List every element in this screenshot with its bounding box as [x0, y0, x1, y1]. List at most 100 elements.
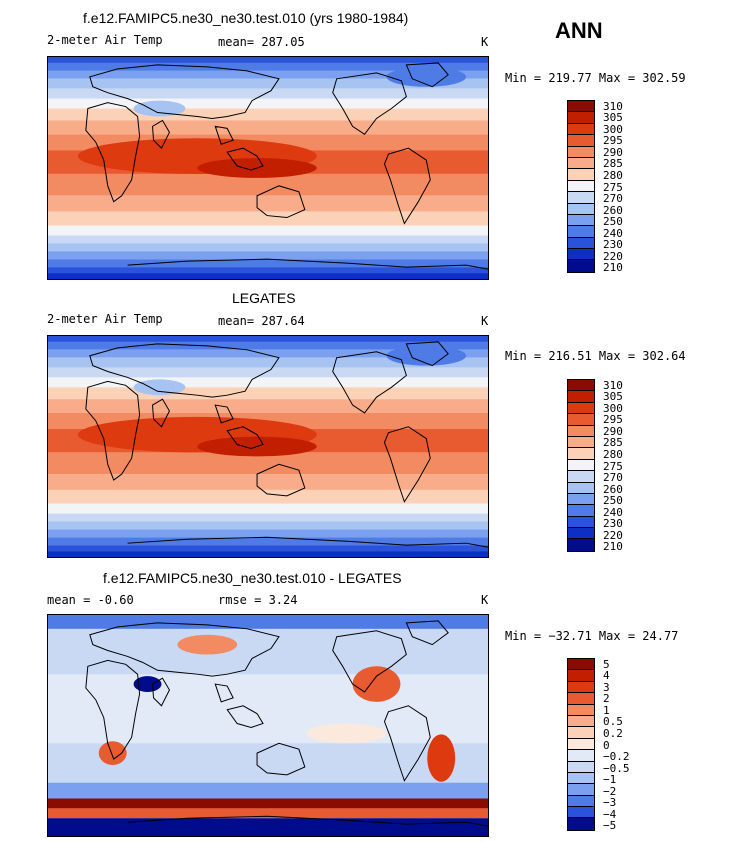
colorbar-tick-label: 305 [603, 390, 623, 404]
panel2-title: LEGATES [232, 290, 296, 306]
colorbar-tick-label: 0.5 [603, 715, 623, 729]
difference-band [48, 818, 488, 836]
colorbar-swatch [568, 101, 594, 113]
temperature-band [48, 452, 488, 475]
temperature-band [48, 377, 488, 388]
colorbar-swatch [568, 123, 594, 136]
coastline [226, 147, 264, 171]
coastline [152, 398, 171, 428]
difference-anomaly [352, 666, 401, 702]
temperature-band [48, 474, 488, 490]
colorbar-swatch [568, 704, 594, 716]
colorbar-swatch [568, 260, 594, 272]
coastline [127, 536, 488, 548]
panel2-units: K [481, 314, 489, 328]
colorbar-tick-label: 250 [603, 494, 623, 508]
temperature-band [48, 529, 488, 538]
coastline [214, 404, 234, 424]
panel2-colorbar [567, 379, 595, 552]
colorbar-tick-label: 280 [603, 168, 623, 182]
difference-anomaly [98, 741, 127, 765]
temperature-band [48, 173, 488, 196]
colorbar-swatch [568, 203, 594, 215]
temperature-band [48, 108, 488, 121]
coastline [383, 147, 431, 225]
coastline [383, 705, 431, 782]
coastline [256, 742, 306, 776]
colorbar-swatch [568, 659, 594, 671]
colorbar-swatch [568, 414, 594, 426]
panel1-variable: 2-meter Air Temp [47, 33, 163, 47]
coastline [332, 351, 407, 414]
temperature-band [48, 243, 488, 252]
colorbar-tick-label: 240 [603, 505, 623, 519]
colorbar-swatch [568, 425, 594, 437]
coastline [256, 185, 306, 219]
temperature-band [48, 336, 488, 342]
temperature-band [48, 251, 488, 260]
colorbar-tick-label: −2 [603, 784, 617, 798]
panel2-minmax: Min = 216.51 Max = 302.64 [505, 349, 686, 363]
temperature-band [48, 357, 488, 368]
panel2-mean: mean= 287.64 [218, 314, 305, 328]
colorbar-swatch [568, 784, 594, 796]
coastline [332, 630, 407, 693]
panel3-map [47, 614, 489, 837]
temperature-band [48, 98, 488, 109]
temperature-band [48, 259, 488, 268]
colorbar-tick-label: 290 [603, 145, 623, 159]
temperature-band [48, 513, 488, 522]
temperature-band [48, 78, 488, 89]
colorbar-swatch [568, 402, 594, 415]
colorbar-swatch [568, 750, 594, 762]
colorbar-swatch [568, 715, 594, 728]
colorbar-swatch [568, 738, 594, 751]
panel3-title: f.e12.FAMIPC5.ne30_ne30.test.010 - LEGAT… [103, 570, 402, 586]
colorbar-tick-label: 260 [603, 482, 623, 496]
colorbar-swatch [568, 493, 594, 506]
temperature-band [48, 341, 488, 350]
panel1-mean: mean= 287.05 [218, 35, 305, 49]
colorbar-tick-label: −4 [603, 807, 617, 821]
difference-anomaly [306, 723, 387, 744]
coastline [127, 258, 488, 270]
panel3-difference-field [48, 615, 488, 836]
colorbar-tick-label: 3 [603, 680, 610, 694]
colorbar-swatch [568, 681, 594, 694]
temperature-band [48, 367, 488, 378]
colorbar-tick-label: 5 [603, 657, 610, 671]
temperature-band [48, 503, 488, 514]
panel3-mean: mean = -0.60 [47, 593, 134, 607]
tibetan-plateau-cold [133, 100, 186, 117]
coastline [85, 380, 141, 481]
colorbar-tick-label: 285 [603, 157, 623, 171]
temperature-band [48, 211, 488, 226]
colorbar-tick-label: 0 [603, 738, 610, 752]
coastline [152, 677, 171, 707]
colorbar-swatch [568, 727, 594, 739]
difference-band [48, 782, 488, 799]
colorbar-swatch [568, 448, 594, 460]
colorbar-swatch [568, 157, 594, 170]
difference-band [48, 798, 488, 809]
colorbar-tick-label: 0.2 [603, 726, 623, 740]
colorbar-swatch [568, 693, 594, 705]
colorbar-swatch [568, 192, 594, 204]
colorbar-tick-label: 250 [603, 215, 623, 229]
temperature-band [48, 537, 488, 546]
coastline [89, 64, 280, 119]
colorbar-tick-label: 260 [603, 203, 623, 217]
colorbar-swatch [568, 237, 594, 250]
colorbar-tick-label: 220 [603, 249, 623, 263]
colorbar-swatch [568, 214, 594, 227]
season-label: ANN [555, 18, 603, 43]
colorbar-tick-label: 230 [603, 238, 623, 252]
colorbar-swatch [568, 528, 594, 540]
panel3-colorbar [567, 658, 595, 831]
colorbar-swatch [568, 761, 594, 773]
temperature-band [48, 88, 488, 99]
colorbar-tick-label: 4 [603, 669, 610, 683]
difference-anomaly [427, 734, 456, 782]
tibetan-plateau-cold [133, 379, 186, 396]
colorbar-tick-label: 210 [603, 540, 623, 554]
